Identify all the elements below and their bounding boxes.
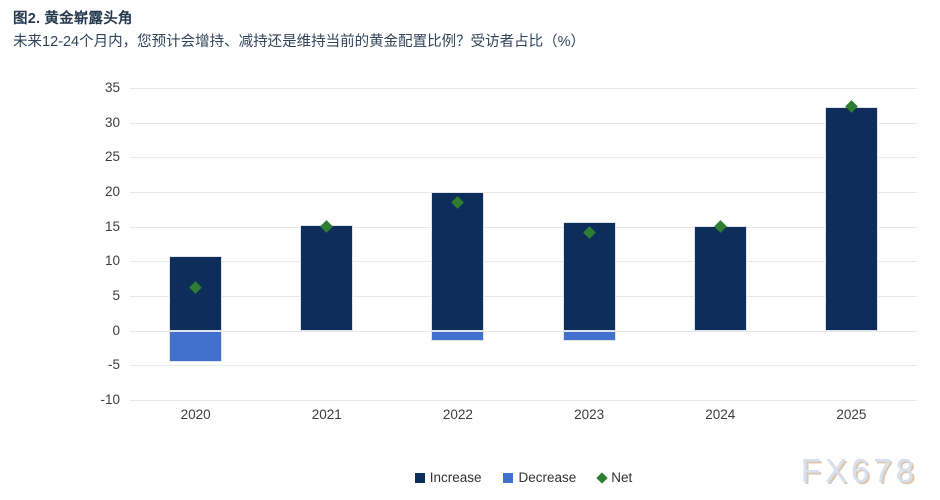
bar-increase-2023 [562, 221, 616, 331]
y-axis-tick-label: 15 [104, 218, 120, 234]
chart-legend: Increase Decrease Net [130, 470, 917, 485]
gridline [130, 261, 917, 263]
bar-decrease-2020 [169, 330, 223, 362]
gridline [130, 192, 917, 193]
x-axis-label-2025: 2025 [836, 407, 867, 422]
bar-increase-2022 [431, 192, 485, 331]
bar-increase-2025 [824, 106, 878, 331]
y-axis-tick-label: -5 [107, 357, 120, 373]
legend-diamond-icon [596, 471, 608, 484]
legend-item-net: Net [596, 470, 633, 485]
legend-label: Decrease [518, 470, 577, 485]
legend-label: Net [611, 470, 633, 485]
gridline [130, 226, 917, 228]
legend-label: Increase [429, 470, 482, 485]
x-axis-label-2020: 2020 [180, 407, 211, 422]
y-axis-tick-label: 25 [104, 149, 120, 165]
gridline [130, 400, 917, 401]
gridline [130, 330, 917, 332]
legend-item-decrease: Decrease [503, 470, 576, 485]
chart-subtitle: 未来12-24个月内，您预计会增持、减持还是维持当前的黄金配置比例？受访者占比（… [13, 34, 585, 50]
y-axis-tick-label: 35 [104, 80, 120, 95]
bar-increase-2024 [693, 226, 747, 331]
y-axis-tick-label: 5 [112, 288, 120, 303]
x-axis-label-2022: 2022 [442, 407, 473, 422]
legend-square-icon [414, 472, 425, 483]
bar-increase-2021 [300, 225, 354, 331]
gridline [130, 365, 917, 367]
x-axis-label-2024: 2024 [705, 407, 736, 422]
gridline [130, 296, 917, 297]
y-axis-tick-label: 0 [112, 322, 120, 338]
bar-decrease-2022 [431, 330, 485, 342]
y-axis-tick-label: 10 [104, 253, 120, 269]
watermark: FX678 [800, 452, 918, 489]
x-axis-label-2023: 2023 [574, 407, 605, 422]
gridline [130, 157, 917, 159]
legend-square-icon [503, 472, 514, 483]
y-axis-tick-label: 20 [104, 184, 120, 199]
bar-decrease-2023 [562, 330, 616, 342]
chart-title: 图2. 黄金崭露头角 [13, 11, 133, 27]
gridline [130, 88, 917, 89]
gridline [130, 122, 917, 124]
x-axis-label-2021: 2021 [311, 407, 342, 422]
legend-item-increase: Increase [414, 470, 482, 485]
y-axis-tick-label: 30 [104, 114, 120, 130]
y-axis-tick-label: -10 [100, 392, 120, 407]
